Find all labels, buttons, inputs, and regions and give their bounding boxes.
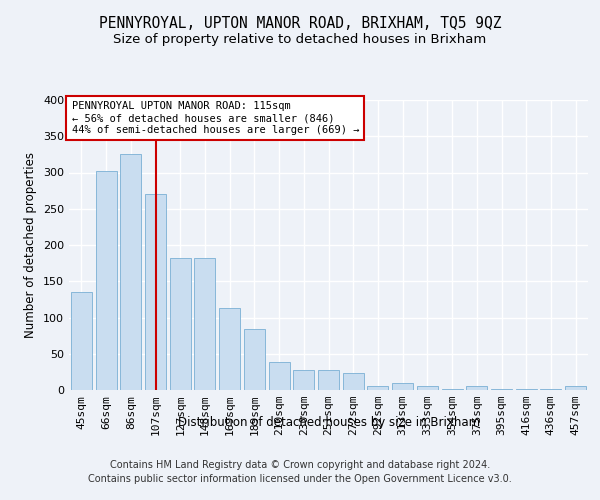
Bar <box>293 370 314 390</box>
Text: Contains HM Land Registry data © Crown copyright and database right 2024.
Contai: Contains HM Land Registry data © Crown c… <box>88 460 512 484</box>
Bar <box>95 171 116 390</box>
Bar <box>318 370 339 390</box>
Bar <box>71 292 92 390</box>
Text: PENNYROYAL UPTON MANOR ROAD: 115sqm
← 56% of detached houses are smaller (846)
4: PENNYROYAL UPTON MANOR ROAD: 115sqm ← 56… <box>71 102 359 134</box>
Bar <box>343 372 364 390</box>
Bar <box>516 388 537 390</box>
Bar <box>269 362 290 390</box>
Bar <box>170 258 191 390</box>
Bar <box>145 194 166 390</box>
Bar <box>194 258 215 390</box>
Bar <box>244 329 265 390</box>
Bar <box>367 386 388 390</box>
Y-axis label: Number of detached properties: Number of detached properties <box>25 152 37 338</box>
Bar <box>219 308 240 390</box>
Bar <box>417 386 438 390</box>
Text: PENNYROYAL, UPTON MANOR ROAD, BRIXHAM, TQ5 9QZ: PENNYROYAL, UPTON MANOR ROAD, BRIXHAM, T… <box>99 16 501 32</box>
Bar <box>392 384 413 390</box>
Text: Distribution of detached houses by size in Brixham: Distribution of detached houses by size … <box>178 416 480 429</box>
Bar <box>565 386 586 390</box>
Bar <box>466 386 487 390</box>
Text: Size of property relative to detached houses in Brixham: Size of property relative to detached ho… <box>113 32 487 46</box>
Bar <box>120 154 141 390</box>
